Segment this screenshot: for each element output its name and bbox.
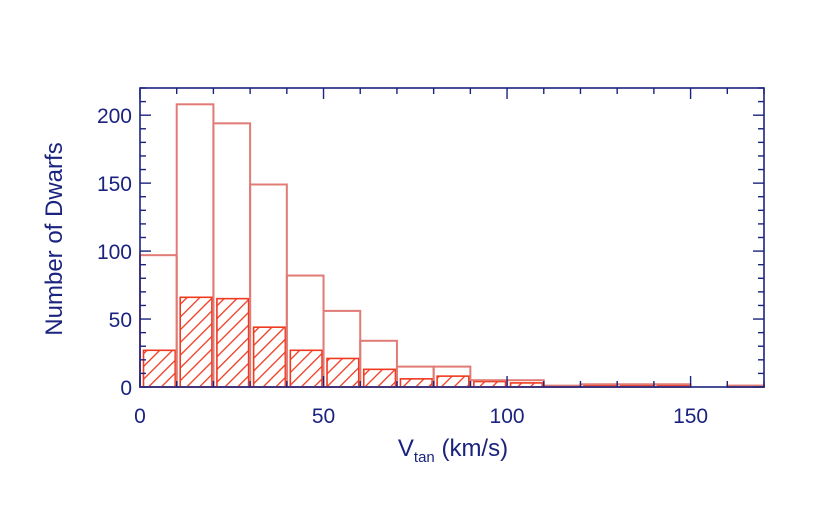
y-tick-label: 0 bbox=[120, 377, 132, 400]
hatched-bar-8 bbox=[436, 375, 470, 388]
hatched-bar-0 bbox=[142, 349, 177, 388]
x-tick-label: 150 bbox=[673, 405, 708, 428]
y-tick-label: 100 bbox=[97, 241, 132, 264]
x-axis-label-main: V bbox=[398, 435, 414, 462]
y-axis-label: Number of Dwarfs bbox=[41, 142, 68, 335]
hatched-bar-6 bbox=[362, 368, 397, 388]
x-axis-label: Vtan (km/s) bbox=[398, 435, 508, 466]
hatched-bar-7 bbox=[399, 378, 433, 388]
labels-layer: Number of Dwarfs Vtan (km/s) bbox=[41, 142, 508, 466]
hatched-bar-4 bbox=[289, 349, 323, 388]
hatched-bar-3 bbox=[252, 326, 287, 388]
y-tick-label: 200 bbox=[97, 105, 132, 128]
hatched-bar-2 bbox=[216, 297, 250, 388]
x-tick-label: 50 bbox=[312, 405, 335, 428]
y-tick-label: 50 bbox=[109, 309, 132, 332]
hatched-bar-1 bbox=[179, 296, 213, 388]
y-tick-label: 150 bbox=[97, 173, 132, 196]
x-tick-label: 100 bbox=[490, 405, 525, 428]
x-tick-label: 0 bbox=[134, 405, 146, 428]
bars-layer bbox=[139, 103, 766, 389]
axes-layer: 0 50 100 150 0 50 100 150 200 bbox=[97, 87, 765, 428]
x-axis-label-suffix: (km/s) bbox=[435, 435, 508, 462]
hatched-bar-5 bbox=[326, 357, 360, 388]
x-axis-label-subscript: tan bbox=[414, 449, 435, 466]
